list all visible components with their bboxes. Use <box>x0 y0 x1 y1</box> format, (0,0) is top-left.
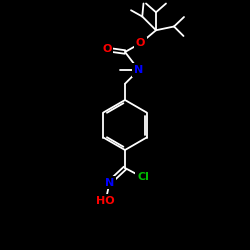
Text: O: O <box>102 44 112 54</box>
Text: HO: HO <box>96 196 115 205</box>
Text: N: N <box>134 65 143 75</box>
Text: N: N <box>105 178 114 188</box>
Text: Cl: Cl <box>137 172 149 182</box>
Text: O: O <box>136 38 145 48</box>
